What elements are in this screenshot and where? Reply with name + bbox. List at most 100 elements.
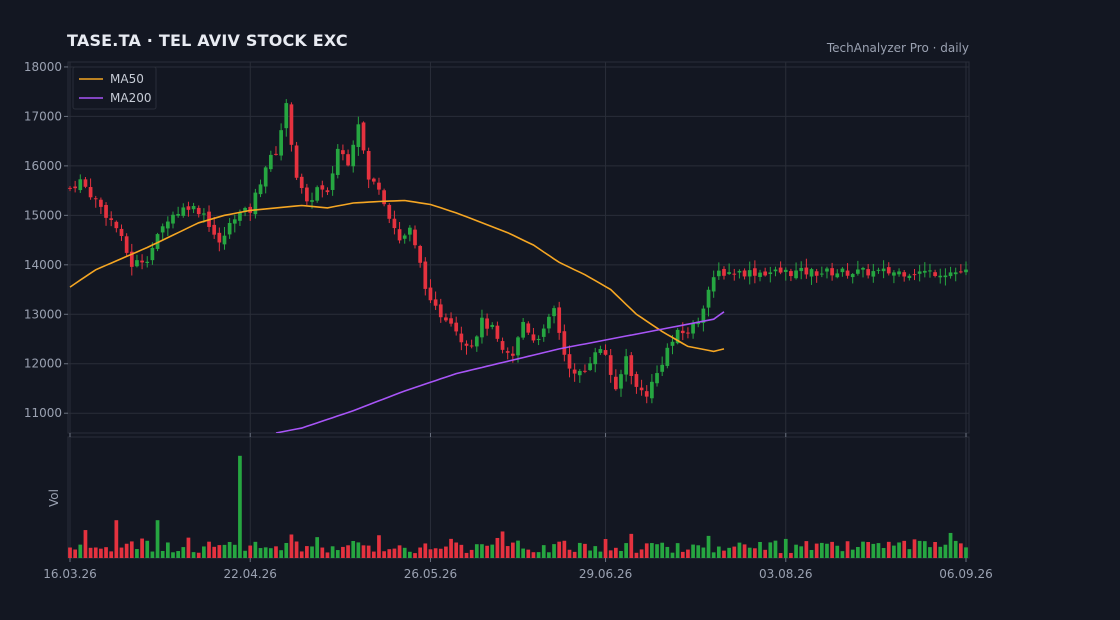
candle-body [495,325,500,339]
volume-bar [263,547,268,558]
candle-body [732,273,737,275]
volume-bar [912,539,917,558]
volume-bar [613,547,618,558]
candle-body [145,261,150,264]
volume-bar [655,544,659,558]
candle-body [912,274,917,276]
volume-bar [279,550,283,558]
candle-body [510,353,515,356]
volume-bar [361,545,366,558]
candle-body [284,103,289,129]
volume-bar [377,535,381,558]
candle-body [634,374,639,387]
volume-bar [248,545,253,558]
candle-body [176,214,180,216]
candle-body [603,350,608,355]
volume-bar [320,547,325,558]
candle-body [557,307,562,333]
candle-body [835,273,840,278]
candle-body [83,179,88,187]
candle-body [655,373,659,384]
candle-body [892,272,896,276]
candle-body [217,232,222,243]
volume-bar [577,542,582,558]
volume-bar [325,552,330,558]
volume-bar [531,552,536,558]
candle-body [171,214,175,224]
candle-body [474,336,479,347]
volume-bar [438,548,443,558]
volume-bar [624,543,628,558]
candle-body [629,355,634,376]
volume-bar [758,542,762,558]
volume-bar [474,544,479,558]
candle-body [382,190,386,205]
candle-body [150,247,155,261]
candle-body [480,317,484,338]
candle-body [650,381,654,399]
candle-body [737,270,742,273]
candle-body [341,150,345,155]
candle-body [613,376,618,390]
candle-body [639,387,644,391]
volume-bar [588,550,592,558]
candle-body [711,277,716,292]
candle-body [588,363,592,371]
candle-body [238,212,242,221]
volume-bar [150,551,155,558]
volume-bar [207,541,211,558]
volume-bar [732,546,737,558]
volume-bar [145,540,150,558]
volume-bar [562,540,567,558]
candle-body [598,349,603,353]
volume-bar [608,550,613,558]
candle-body [778,267,783,273]
candle-body [73,186,78,189]
candle-body [902,272,907,277]
candle-body [758,272,762,277]
candle-body [433,299,438,306]
candle-body [418,246,423,263]
candle-body [742,270,747,277]
volume-bar [243,550,247,558]
candle-body [953,272,958,275]
volume-bar [238,455,242,558]
volume-bar [526,549,531,558]
candle-body [109,218,114,220]
volume-bar [850,549,855,558]
volume-bar [753,548,757,558]
volume-bar [706,535,711,558]
volume-bar [552,544,556,558]
volume-bar [351,540,356,558]
candle-body [958,271,963,273]
candle-body [917,271,922,274]
volume-bar [485,545,489,558]
candle-body [876,269,881,271]
volume-bar [845,541,850,558]
candle-body [392,218,397,229]
candle-body [274,153,278,155]
candle-body [377,182,381,190]
volume-bar [505,546,510,558]
candle-body [413,229,417,246]
y-tick-label: 18000 [24,60,62,74]
candle-body [124,236,129,253]
volume-bar [459,544,464,558]
legend: MA50 MA200 [72,66,157,110]
candle-body [402,235,407,239]
volume-bar [922,541,927,558]
volume-bar [289,534,294,558]
candle-body [104,204,108,218]
volume-bar [856,546,860,558]
ma50-line [69,199,725,353]
volume-bar [778,553,783,558]
candle-body [593,352,598,365]
volume-bar [181,547,186,558]
candle-body [722,268,726,276]
volume-bar [516,540,520,558]
candle-body [680,330,685,334]
candle-body [907,275,912,279]
candle-body [227,223,232,235]
candle-body [644,391,649,397]
